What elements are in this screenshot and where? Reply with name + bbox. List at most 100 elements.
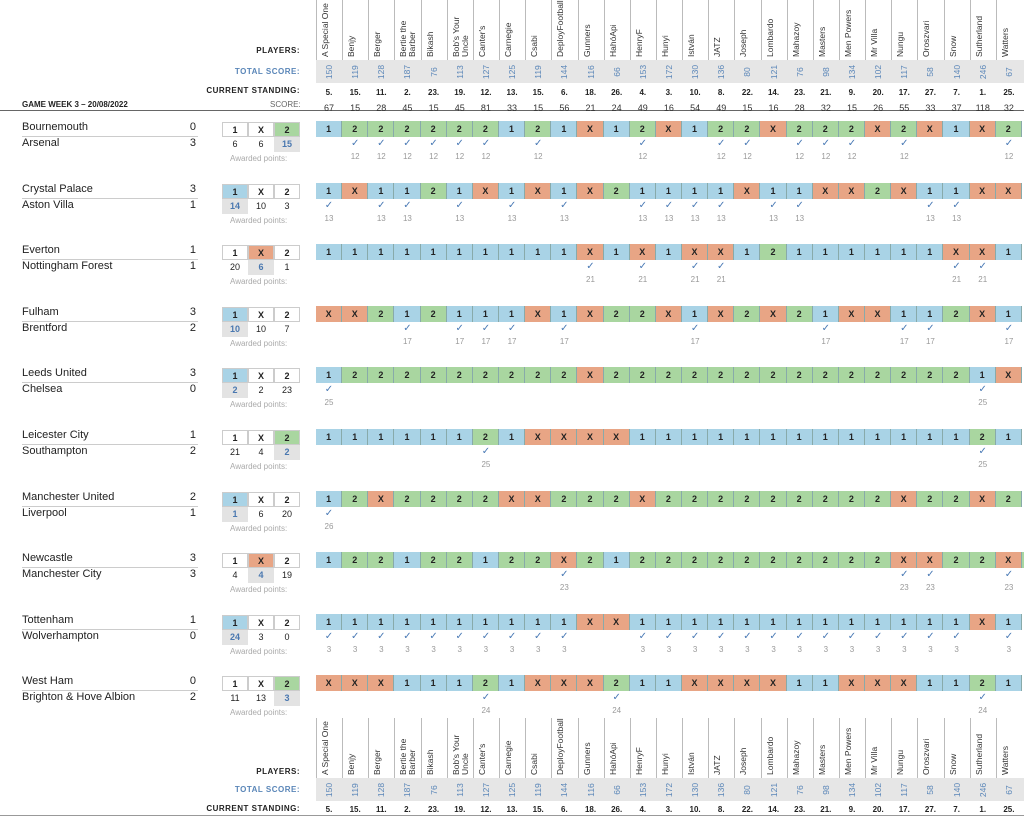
prediction-cell[interactable]: 2 (420, 182, 447, 199)
prediction-cell[interactable]: 2 (394, 490, 421, 507)
prediction-cell[interactable]: 1 (420, 429, 447, 445)
prediction-cell[interactable]: 1 (316, 429, 343, 445)
prediction-cell[interactable]: 2 (368, 552, 395, 569)
prediction-cell[interactable]: X (368, 490, 395, 507)
prediction-cell[interactable]: 2 (943, 305, 970, 322)
player-name-column[interactable]: DeployFootball (551, 718, 577, 778)
player-name-column[interactable]: Canter's (472, 718, 499, 778)
prediction-cell[interactable]: 2 (838, 490, 865, 507)
prediction-cell[interactable]: X (760, 305, 787, 322)
prediction-cell[interactable]: 1 (472, 244, 499, 261)
player-name-column[interactable]: Lombardo (760, 718, 787, 778)
prediction-cell[interactable]: 1 (316, 367, 343, 384)
player-name-column[interactable]: Bob's Your Uncle (446, 718, 473, 778)
prediction-cell[interactable]: 2 (446, 552, 473, 569)
player-name-column[interactable]: Canter's (472, 0, 499, 60)
prediction-cell[interactable]: 2 (734, 552, 761, 569)
prediction-cell[interactable]: 1 (995, 613, 1022, 630)
prediction-cell[interactable]: 1 (472, 552, 499, 569)
player-name-column[interactable]: HenryF (629, 0, 656, 60)
prediction-cell[interactable]: 1 (681, 613, 709, 630)
prediction-cell[interactable]: X (891, 182, 918, 199)
prediction-cell[interactable]: 1 (316, 244, 343, 261)
prediction-cell[interactable]: X (525, 182, 552, 199)
prediction-cell[interactable]: 2 (629, 305, 656, 322)
prediction-cell[interactable]: 2 (525, 121, 552, 137)
prediction-cell[interactable]: 1 (629, 429, 656, 445)
prediction-cell[interactable]: X (708, 305, 735, 322)
prediction-cell[interactable]: 1 (995, 305, 1022, 322)
prediction-cell[interactable]: 1 (812, 244, 839, 261)
player-name-column[interactable]: Men Powers (839, 718, 865, 778)
prediction-cell[interactable]: 1 (316, 182, 343, 199)
prediction-cell[interactable]: 1 (786, 675, 813, 692)
prediction-cell[interactable]: 2 (708, 367, 735, 384)
prediction-cell[interactable]: 2 (786, 305, 813, 322)
prediction-cell[interactable]: 2 (812, 121, 839, 137)
prediction-cell[interactable]: 2 (603, 367, 630, 384)
prediction-cell[interactable]: 1 (786, 182, 813, 199)
prediction-cell[interactable]: 2 (786, 121, 813, 137)
prediction-cell[interactable]: 1 (446, 244, 473, 261)
prediction-cell[interactable]: 1 (917, 429, 944, 445)
prediction-cell[interactable]: X (629, 490, 656, 507)
player-name-column[interactable]: Bertie the Barber (394, 718, 420, 778)
prediction-cell[interactable]: 1 (943, 613, 970, 630)
player-name-column[interactable]: Csabi (525, 718, 551, 778)
prediction-cell[interactable]: 1 (838, 613, 865, 630)
player-name-column[interactable]: Mahazoy (786, 718, 813, 778)
player-name-column[interactable]: Benjy (342, 0, 368, 60)
prediction-cell[interactable]: 1 (498, 675, 526, 692)
prediction-cell[interactable]: X (525, 305, 552, 322)
prediction-cell[interactable]: 2 (603, 182, 630, 199)
player-name-column[interactable]: István (682, 718, 708, 778)
prediction-cell[interactable]: 2 (629, 121, 656, 137)
prediction-cell[interactable]: 1 (420, 613, 447, 630)
prediction-cell[interactable]: 1 (995, 429, 1022, 445)
prediction-cell[interactable]: X (838, 675, 865, 692)
prediction-cell[interactable]: 1 (681, 121, 709, 137)
prediction-cell[interactable]: 2 (969, 552, 996, 569)
prediction-cell[interactable]: 1 (786, 244, 813, 261)
prediction-cell[interactable]: 1 (943, 429, 970, 445)
prediction-cell[interactable]: 1 (446, 305, 473, 322)
prediction-cell[interactable]: X (708, 244, 735, 261)
prediction-cell[interactable]: 1 (917, 244, 944, 261)
player-name-column[interactable]: Mahazoy (786, 0, 813, 60)
prediction-cell[interactable]: 2 (655, 552, 682, 569)
prediction-cell[interactable]: 1 (603, 552, 630, 569)
prediction-cell[interactable]: X (969, 121, 996, 137)
prediction-cell[interactable]: 1 (342, 244, 369, 261)
prediction-cell[interactable]: 2 (838, 121, 865, 137)
prediction-cell[interactable]: 2 (681, 367, 709, 384)
prediction-cell[interactable]: 2 (577, 552, 604, 569)
player-name-column[interactable]: Bertie the Barber (394, 0, 420, 60)
prediction-cell[interactable]: 1 (629, 182, 656, 199)
prediction-cell[interactable]: 2 (368, 367, 395, 384)
prediction-cell[interactable]: 2 (995, 121, 1022, 137)
prediction-cell[interactable]: 1 (708, 613, 735, 630)
prediction-cell[interactable]: 1 (316, 552, 343, 569)
prediction-cell[interactable]: 1 (917, 182, 944, 199)
prediction-cell[interactable]: 1 (498, 429, 526, 445)
prediction-cell[interactable]: 1 (655, 429, 682, 445)
prediction-cell[interactable]: X (655, 121, 682, 137)
prediction-cell[interactable]: 2 (342, 552, 369, 569)
prediction-cell[interactable]: 2 (655, 490, 682, 507)
prediction-cell[interactable]: 2 (655, 367, 682, 384)
prediction-cell[interactable]: 2 (864, 367, 892, 384)
prediction-cell[interactable]: 2 (1021, 552, 1024, 569)
player-name-column[interactable]: Watters (995, 718, 1022, 778)
player-name-column[interactable]: Men Powers (839, 0, 865, 60)
prediction-cell[interactable]: X (864, 121, 892, 137)
prediction-cell[interactable]: 1 (891, 244, 918, 261)
prediction-cell[interactable]: X (995, 367, 1022, 384)
prediction-cell[interactable]: 2 (708, 121, 735, 137)
prediction-cell[interactable]: 1 (681, 182, 709, 199)
prediction-cell[interactable]: 2 (420, 367, 447, 384)
prediction-cell[interactable]: 1 (551, 182, 578, 199)
prediction-cell[interactable]: 2 (734, 490, 761, 507)
prediction-cell[interactable]: 2 (551, 367, 578, 384)
